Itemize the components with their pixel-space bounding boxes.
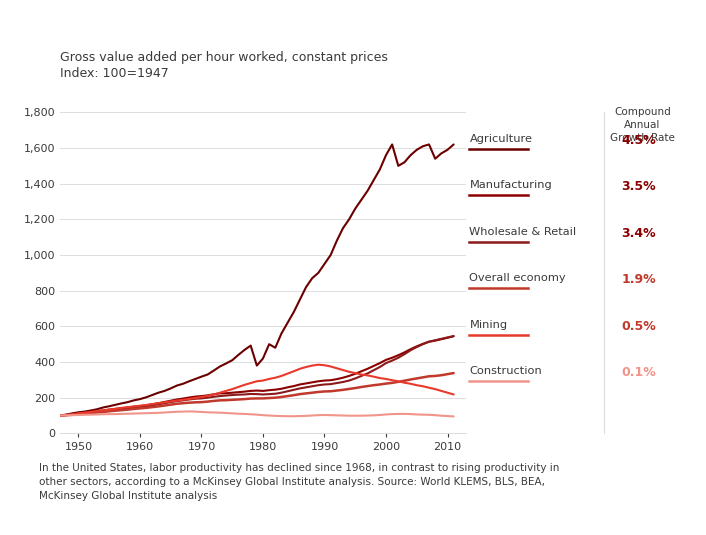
Text: Overall economy: Overall economy — [469, 273, 566, 284]
Text: Index: 100=1947: Index: 100=1947 — [60, 67, 169, 80]
Text: 0.5%: 0.5% — [621, 320, 657, 333]
Text: Manufacturing: Manufacturing — [469, 180, 552, 190]
Text: Construction: Construction — [469, 366, 542, 377]
Text: In the United States, labor productivity has declined since 1968, in contrast to: In the United States, labor productivity… — [39, 463, 559, 501]
Text: 3.4%: 3.4% — [621, 227, 657, 240]
Text: Gross value added per hour worked, constant prices: Gross value added per hour worked, const… — [60, 51, 388, 64]
Text: 4.5%: 4.5% — [621, 134, 657, 147]
Text: 1.9%: 1.9% — [621, 273, 657, 286]
Text: 0.1%: 0.1% — [621, 366, 657, 379]
Text: 3.5%: 3.5% — [621, 180, 657, 193]
Text: Mining: Mining — [469, 320, 508, 330]
Text: Agriculture: Agriculture — [469, 134, 532, 144]
Text: Wholesale & Retail: Wholesale & Retail — [469, 227, 577, 237]
Text: Compound
Annual
Growth Rate: Compound Annual Growth Rate — [610, 107, 675, 143]
